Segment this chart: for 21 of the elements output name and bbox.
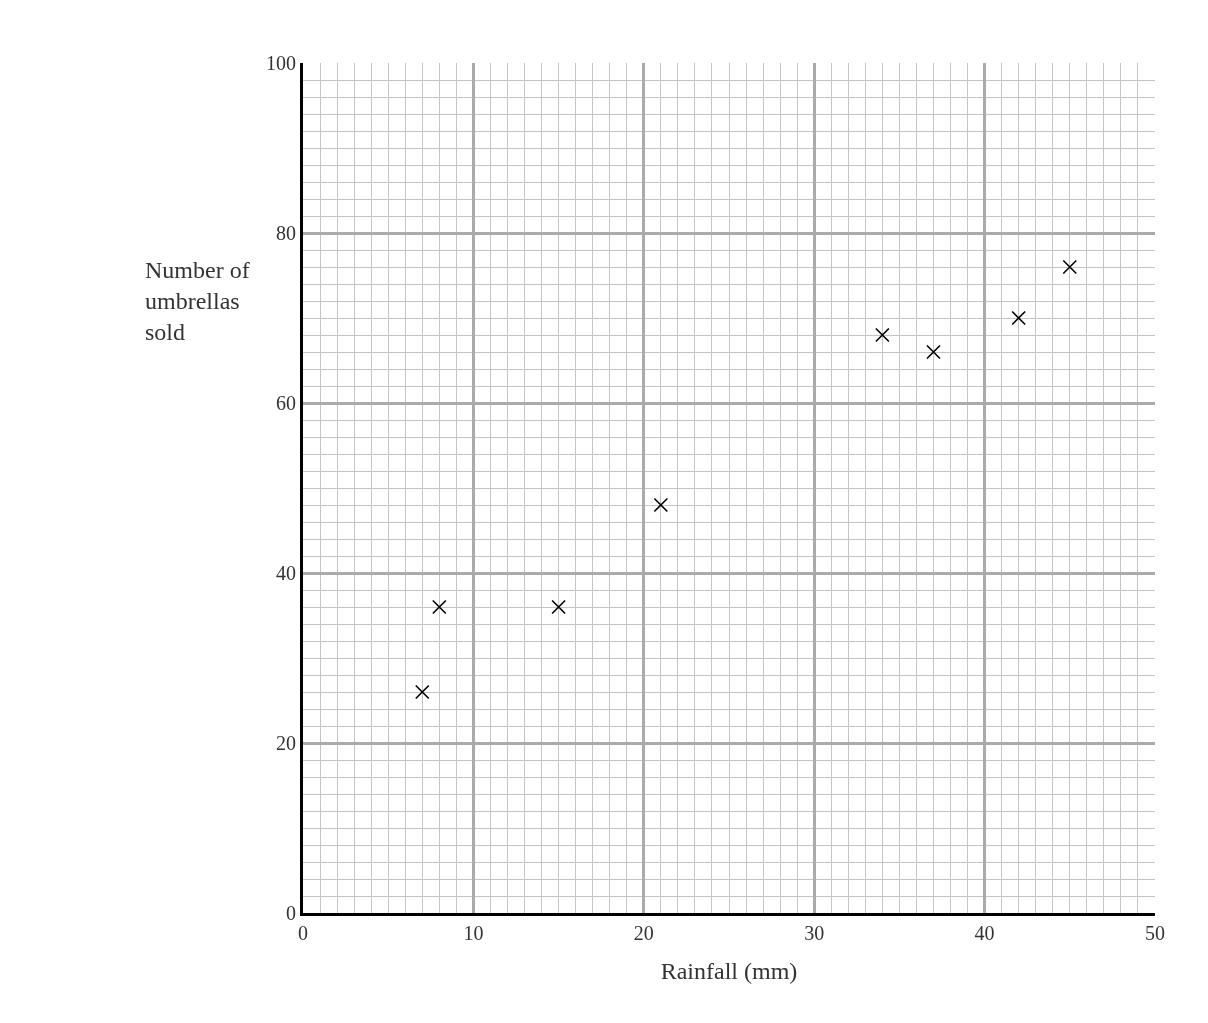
x-axis-title: Rainfall (mm)	[660, 958, 798, 985]
x-tick-label: 20	[633, 922, 654, 944]
point	[926, 344, 941, 360]
x-tick-label: 30	[804, 922, 825, 944]
y-tick-label: 100	[266, 52, 296, 74]
y-tick-label: 20	[276, 732, 296, 754]
point	[1011, 310, 1026, 326]
y-axis-title: Number of umbrellas sold	[145, 257, 250, 346]
point	[875, 327, 890, 343]
point	[432, 599, 447, 615]
point	[551, 599, 566, 615]
x-tick-label: 40	[974, 922, 995, 944]
x-tick-label: 50	[1145, 922, 1165, 944]
y-tick-label: 0	[286, 902, 296, 924]
point	[414, 684, 430, 700]
point	[653, 497, 669, 513]
x-tick-label: 10	[463, 922, 484, 944]
y-tick-label: 80	[276, 222, 296, 244]
point	[1062, 259, 1078, 275]
y-tick-label: 40	[276, 562, 296, 584]
y-tick-label: 60	[276, 392, 296, 414]
